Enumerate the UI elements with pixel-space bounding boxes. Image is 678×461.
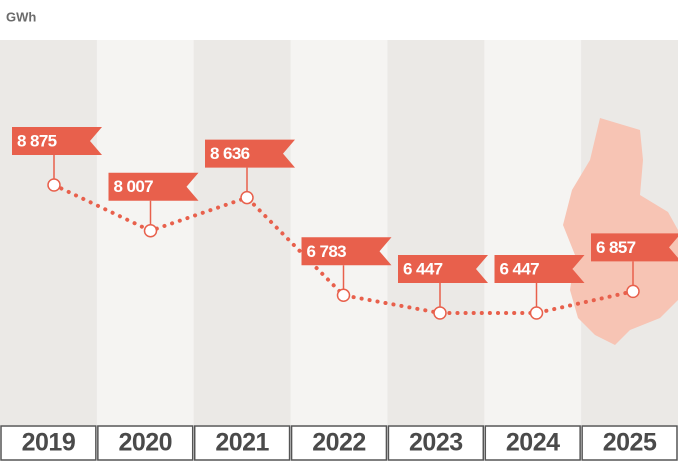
flag: [301, 237, 392, 266]
category-cell: [484, 425, 581, 461]
data-label: 6 447: [403, 259, 443, 278]
column-band: [290, 40, 388, 425]
data-label: 8 636: [210, 144, 250, 163]
columns: 2019 2020 2021 2022 2023 2024 2025: [0, 40, 678, 461]
flag: [591, 233, 678, 262]
x-tick-label: 2022: [312, 429, 366, 457]
column-band: [0, 40, 98, 425]
category-cell: [387, 425, 485, 461]
plot: 8 875 8 007 8 636 6 783 6 447 6 447 6 857: [12, 127, 678, 320]
point: [433, 306, 447, 320]
category-cell: [290, 425, 388, 461]
category-cell: [0, 425, 97, 461]
x-tick-label: 2021: [215, 429, 269, 457]
data-label: 8 875: [17, 131, 57, 150]
point: [336, 288, 351, 303]
flag: [494, 255, 585, 283]
x-tick-label: 2019: [22, 429, 76, 457]
point: [143, 224, 158, 238]
column-band: [387, 40, 485, 425]
data-label: 6 447: [500, 259, 540, 278]
category-cell: [97, 425, 194, 461]
category-cell: [193, 425, 291, 461]
flag: [205, 139, 295, 168]
data-label: 6 783: [307, 242, 347, 261]
x-tick-label: 2025: [603, 429, 657, 457]
map-shape: [563, 118, 678, 345]
flag: [12, 127, 102, 155]
x-tick-label: 2023: [409, 429, 463, 457]
flag: [108, 172, 199, 201]
data-label: 6 857: [596, 238, 636, 257]
x-tick-label: 2020: [118, 429, 172, 457]
axis-unit: GWh: [6, 9, 36, 24]
data-label: 8 007: [114, 177, 154, 196]
category-cell: [581, 425, 678, 461]
column-band: [193, 40, 292, 425]
point: [240, 190, 254, 205]
point: [47, 178, 61, 192]
column-band: [484, 40, 582, 425]
point: [529, 306, 544, 320]
x-tick-label: 2024: [506, 429, 560, 457]
point: [626, 284, 640, 299]
flag: [398, 255, 488, 283]
